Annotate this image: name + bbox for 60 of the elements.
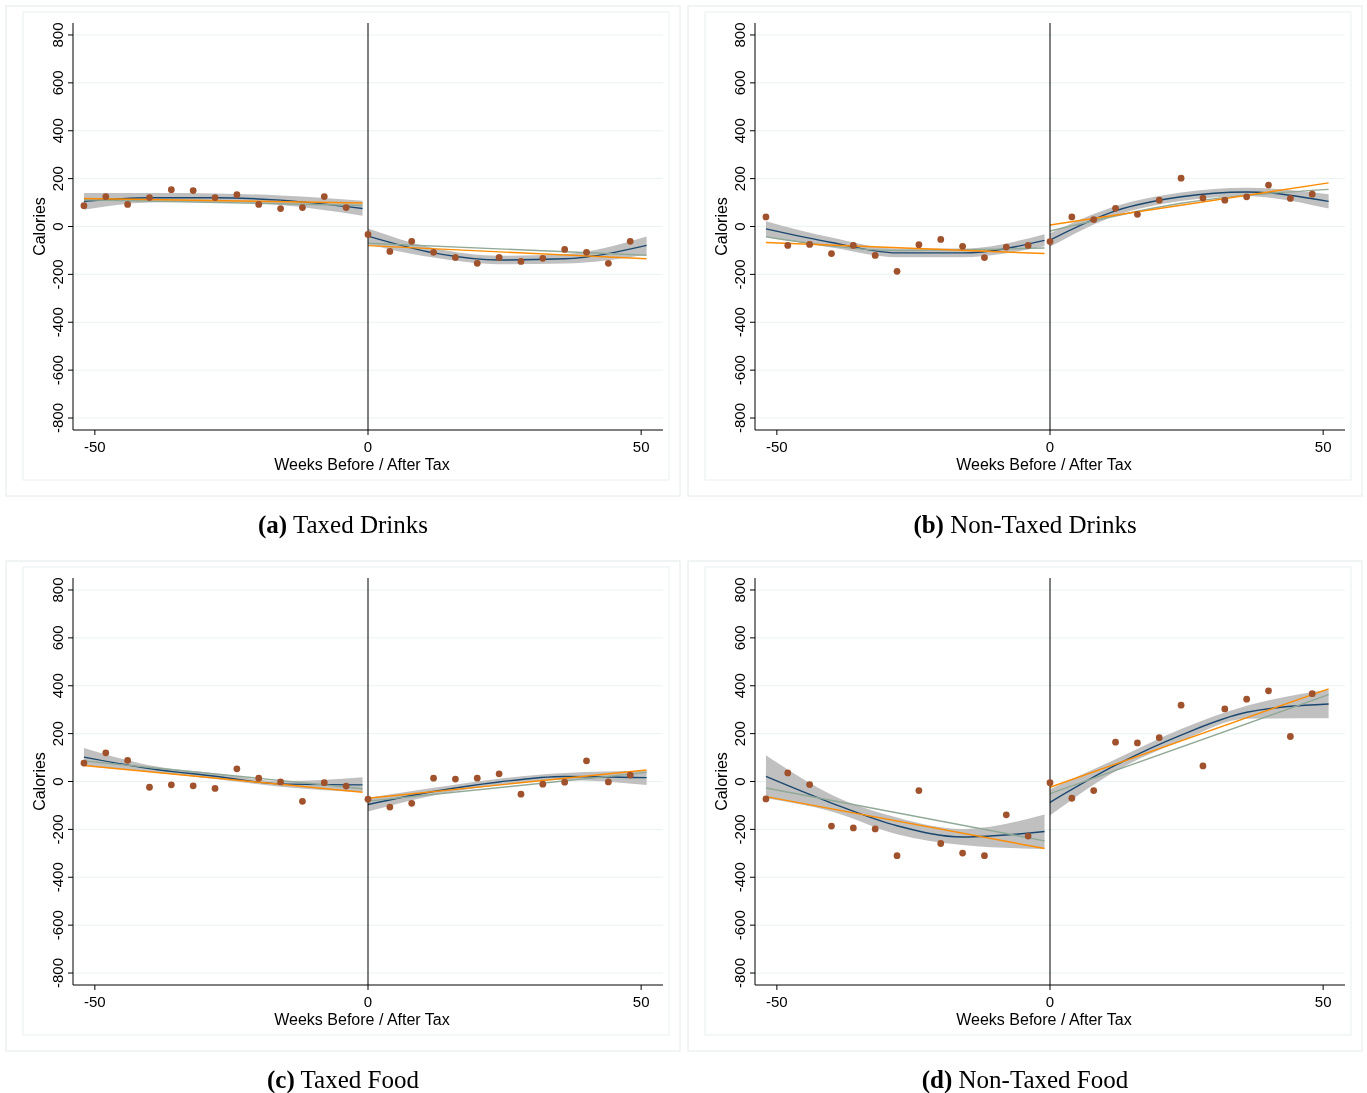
y-tick-label: 200 xyxy=(731,721,748,747)
y-tick-label: 0 xyxy=(731,222,748,231)
y-tick-label: -800 xyxy=(49,958,66,989)
y-tick-label: 400 xyxy=(731,118,748,144)
y-tick-label: 800 xyxy=(731,577,748,603)
x-tick-label: 50 xyxy=(632,993,650,1010)
y-tick-label: 800 xyxy=(49,577,66,603)
text: (b) Non-Taxed Drinks xyxy=(913,511,1137,539)
x-tick-label: 0 xyxy=(363,438,373,455)
y-tick-label: -800 xyxy=(49,403,66,434)
y-tick-label: 0 xyxy=(49,222,66,231)
y-tick-label: 600 xyxy=(731,70,748,96)
y-tick-label: -400 xyxy=(731,307,748,338)
x-axis-title: Weeks Before / After Tax xyxy=(956,1011,1132,1028)
x-axis-title: Weeks Before / After Tax xyxy=(956,456,1132,473)
x-tick-label: 0 xyxy=(1045,438,1055,455)
y-tick-label: 800 xyxy=(49,22,66,48)
y-tick-label: -600 xyxy=(49,910,66,941)
y-axis-title: Calories xyxy=(713,197,730,256)
x-tick-label: -50 xyxy=(84,438,106,455)
y-tick-label: 0 xyxy=(731,777,748,786)
y-axis-title: Calories xyxy=(31,752,48,811)
y-tick-label: 0 xyxy=(49,777,66,786)
y-tick-label: -600 xyxy=(49,355,66,386)
y-tick-label: 200 xyxy=(731,166,748,192)
x-tick-label: 0 xyxy=(363,993,373,1010)
y-tick-label: 200 xyxy=(49,166,66,192)
text: (a) Taxed Drinks xyxy=(258,511,428,539)
y-tick-label: -600 xyxy=(731,355,748,386)
x-tick-label: -50 xyxy=(84,993,106,1010)
y-tick-label: -200 xyxy=(731,814,748,845)
y-tick-label: 600 xyxy=(731,625,748,651)
x-tick-label: -50 xyxy=(766,993,788,1010)
y-tick-label: -800 xyxy=(731,403,748,434)
y-tick-label: 400 xyxy=(731,673,748,699)
text: (c) Taxed Food xyxy=(267,1066,420,1093)
y-tick-label: -600 xyxy=(731,910,748,941)
y-axis-title: Calories xyxy=(713,752,730,811)
x-axis-title: Weeks Before / After Tax xyxy=(274,1011,450,1028)
x-tick-label: -50 xyxy=(766,438,788,455)
x-tick-label: 50 xyxy=(1314,993,1332,1010)
y-tick-label: -200 xyxy=(49,814,66,845)
y-tick-label: 400 xyxy=(49,673,66,699)
y-tick-label: 600 xyxy=(49,625,66,651)
x-tick-label: 0 xyxy=(1045,993,1055,1010)
x-axis-title: Weeks Before / After Tax xyxy=(274,456,450,473)
y-tick-label: -800 xyxy=(731,958,748,989)
y-axis-title: Calories xyxy=(31,197,48,256)
y-tick-label: -400 xyxy=(49,862,66,893)
y-tick-label: 600 xyxy=(49,70,66,96)
y-tick-label: 200 xyxy=(49,721,66,747)
y-tick-label: 800 xyxy=(731,22,748,48)
x-tick-label: 50 xyxy=(632,438,650,455)
y-tick-label: 400 xyxy=(49,118,66,144)
text: (d) Non-Taxed Food xyxy=(921,1066,1129,1093)
y-tick-label: -400 xyxy=(49,307,66,338)
y-tick-label: -200 xyxy=(49,259,66,290)
x-tick-label: 50 xyxy=(1314,438,1332,455)
y-tick-label: -200 xyxy=(731,259,748,290)
y-tick-label: -400 xyxy=(731,862,748,893)
